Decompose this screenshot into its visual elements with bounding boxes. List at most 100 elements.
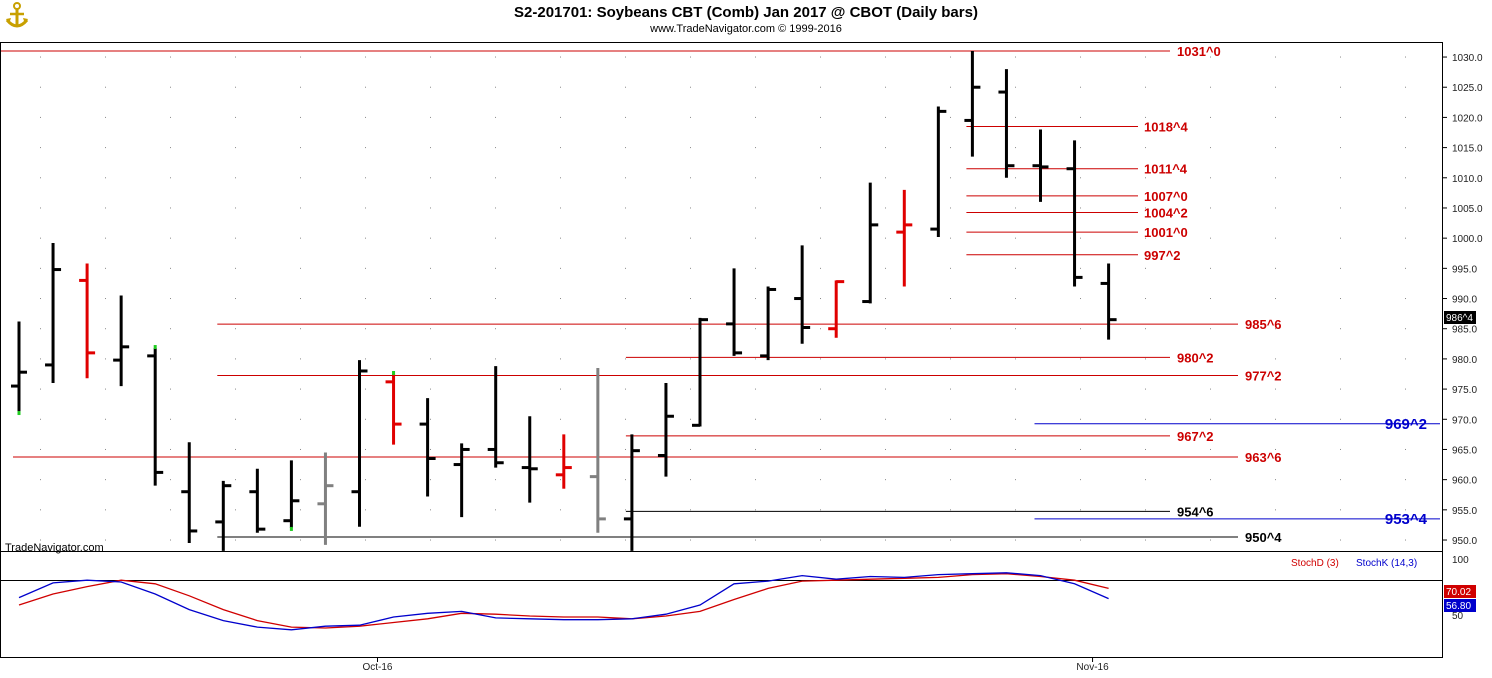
grid-dot: [495, 509, 496, 511]
grid-dot: [950, 418, 951, 420]
grid-dot: [560, 116, 561, 118]
grid-dot: [885, 86, 886, 88]
grid-dot: [1145, 388, 1146, 390]
grid-dot: [1210, 539, 1211, 541]
grid-dot: [1080, 298, 1081, 300]
grid-dot: [885, 539, 886, 541]
ohlc-bar: [351, 360, 368, 527]
price-tick-label: 1000.0: [1452, 234, 1483, 245]
grid-dot: [885, 207, 886, 209]
grid-dot: [1405, 116, 1406, 118]
ohlc-bar: [862, 182, 879, 304]
grid-dot: [430, 388, 431, 390]
grid-dot: [885, 267, 886, 269]
grid-dot: [235, 388, 236, 390]
grid-dot: [950, 328, 951, 330]
grid-dot: [430, 237, 431, 239]
grid-dot: [40, 479, 41, 481]
ohlc-bar: [45, 242, 62, 384]
grid-dot: [625, 116, 626, 118]
grid-dot: [1210, 328, 1211, 330]
grid-dot: [430, 479, 431, 481]
grid-dot: [625, 509, 626, 511]
grid-dot: [690, 177, 691, 179]
grid-dot: [235, 358, 236, 360]
grid-dot: [950, 147, 951, 149]
ohlc-bar: [555, 434, 572, 489]
grid-dot: [1015, 116, 1016, 118]
grid-dot: [690, 267, 691, 269]
ohlc-bar: [419, 398, 436, 497]
price-tick-label: 975.0: [1452, 385, 1477, 396]
last-price-tag: [1444, 311, 1476, 324]
grid-dot: [170, 237, 171, 239]
grid-dot: [300, 418, 301, 420]
grid-dot: [105, 479, 106, 481]
grid-dot: [1145, 479, 1146, 481]
grid-dot: [625, 207, 626, 209]
grid-dot: [755, 328, 756, 330]
grid-dot: [690, 418, 691, 420]
grid-dot: [625, 479, 626, 481]
grid-dot: [1015, 177, 1016, 179]
grid-dot: [365, 237, 366, 239]
grid-dot: [755, 539, 756, 541]
grid-dot: [430, 358, 431, 360]
grid-dot: [690, 448, 691, 450]
grid-dot: [235, 448, 236, 450]
grid-dot: [430, 328, 431, 330]
grid-dot: [1405, 237, 1406, 239]
date-tick-label: Oct-16: [362, 662, 392, 673]
grid-dot: [1080, 448, 1081, 450]
grid-dot: [1210, 448, 1211, 450]
grid-dot: [170, 509, 171, 511]
price-tick-label: 1005.0: [1452, 204, 1483, 215]
grid-dot: [495, 267, 496, 269]
ohlc-bar: [760, 286, 777, 361]
grid-dot: [1015, 86, 1016, 88]
date-axis: Oct-16 Nov-16: [362, 657, 1109, 673]
grid-dot: [950, 388, 951, 390]
grid-dot: [1210, 388, 1211, 390]
grid-dot: [690, 388, 691, 390]
grid-dot: [1080, 56, 1081, 58]
grid-dot: [950, 207, 951, 209]
grid-dot: [1340, 358, 1341, 360]
grid-dot: [1080, 388, 1081, 390]
grid-dot: [495, 328, 496, 330]
grid-dot: [365, 207, 366, 209]
grid-dot: [950, 177, 951, 179]
stoch-k-value-tag: [1444, 599, 1476, 612]
grid-dot: [365, 267, 366, 269]
grid-dot: [820, 207, 821, 209]
grid-dot: [1340, 116, 1341, 118]
grid-dot: [690, 539, 691, 541]
grid-dot: [820, 358, 821, 360]
grid-dot: [885, 479, 886, 481]
grid-dot: [625, 298, 626, 300]
grid-dot: [300, 509, 301, 511]
grid-dot: [1145, 448, 1146, 450]
grid-dot: [1145, 56, 1146, 58]
grid-dot: [885, 358, 886, 360]
ohlc-bar: [283, 460, 300, 531]
grid-dot: [1275, 237, 1276, 239]
grid-dot: [1080, 147, 1081, 149]
ohlc-bar: [249, 468, 266, 533]
ohlc-bar: [794, 245, 811, 344]
grid-dot: [1015, 358, 1016, 360]
grid-dot: [755, 207, 756, 209]
stoch-d-value-tag: [1444, 585, 1476, 598]
grid-dot: [950, 509, 951, 511]
grid-dot: [170, 388, 171, 390]
ohlc-bar: [11, 321, 27, 416]
stoch-series-line: [18, 573, 1109, 629]
level-label: 977^2: [1245, 369, 1282, 384]
ohlc-bar: [113, 295, 130, 387]
grid-dot: [105, 147, 106, 149]
grid-dot: [1275, 358, 1276, 360]
grid-dot: [755, 86, 756, 88]
grid-dot: [690, 207, 691, 209]
grid-dot: [235, 267, 236, 269]
grid-dot: [1275, 267, 1276, 269]
